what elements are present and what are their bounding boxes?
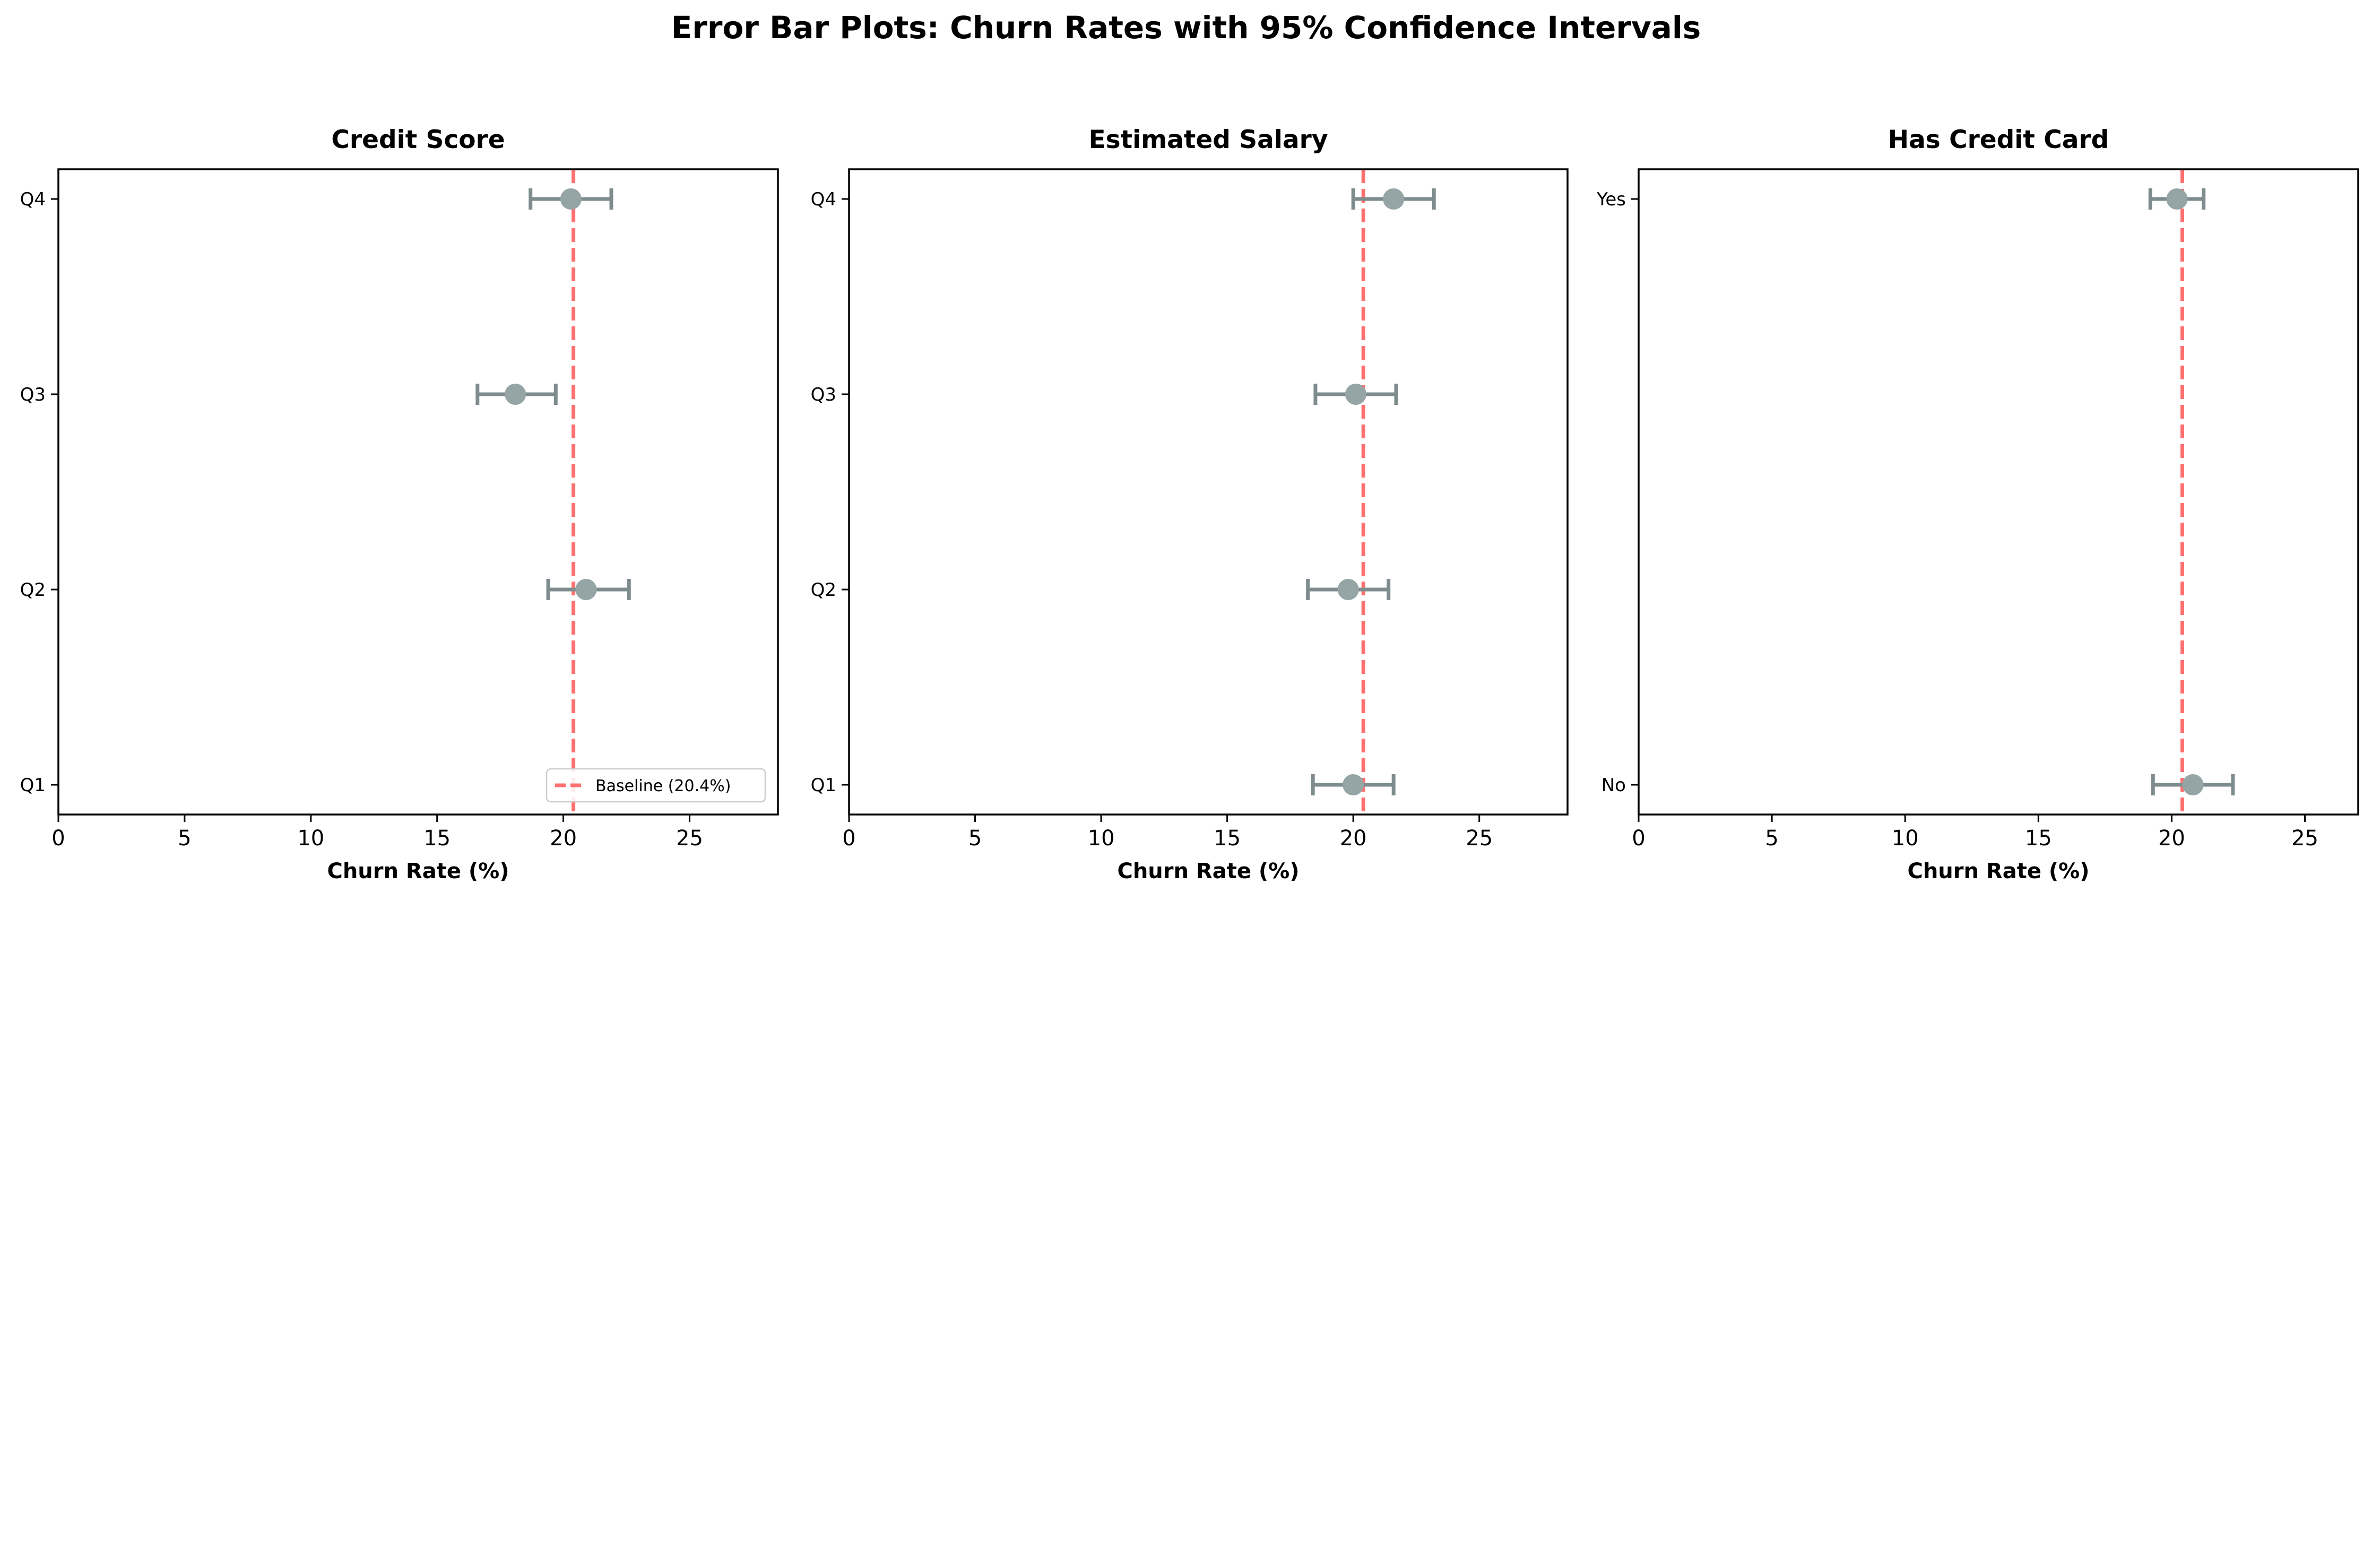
y-tick-label: Q1 [20,775,46,796]
data-point [1343,774,1364,795]
x-tick-label: 0 [51,826,65,851]
panel-1: Credit Score 0 5 10 15 20 25 Q1 Q2 Q3 Q4 Churn Rate… [20,125,779,883]
x-axis-label: Churn Rate (%) [1907,859,2089,883]
data-point [1345,384,1366,405]
data-point [575,579,597,600]
data-point [505,384,526,405]
x-tick-label: 15 [423,826,451,851]
data-point [560,188,582,210]
panels: Credit Score 0 5 10 15 20 25 Q1 Q2 Q3 Q4 Churn Rate… [20,125,2359,883]
x-tick-label: 0 [842,826,855,851]
x-tick-label: 5 [1765,826,1778,851]
y-tick-label: Q2 [811,579,836,601]
y-tick-label: Yes [1596,189,1626,210]
panel-title: Has Credit Card [1888,125,2109,154]
y-tick-label: Q1 [811,775,836,796]
y-tick-label: Q4 [20,189,46,210]
panel-title: Credit Score [331,125,505,154]
legend-label: Baseline (20.4%) [595,777,731,795]
x-tick-label: 5 [178,826,191,851]
x-tick-label: 25 [2291,826,2318,851]
y-tick-label: Q3 [20,384,46,405]
figure-title: Error Bar Plots: Churn Rates with 95% Co… [671,10,1701,46]
data-point [1337,579,1359,600]
x-tick-label: 5 [968,826,982,851]
x-tick-label: 20 [2158,826,2185,851]
x-tick-label: 20 [550,826,577,851]
data-point [2182,774,2204,795]
x-tick-label: 15 [1214,826,1241,851]
data-point [1383,188,1405,210]
axes-frame [848,168,1569,816]
y-tick-label: No [1601,775,1626,796]
legend: Baseline (20.4%) [546,768,766,803]
x-axis-label: Churn Rate (%) [327,859,509,883]
panel-title: Estimated Salary [1089,125,1328,154]
x-tick-label: 25 [1466,826,1493,851]
axes-frame [57,168,779,816]
x-tick-label: 0 [1632,826,1645,851]
x-axis-label: Churn Rate (%) [1117,859,1299,883]
panel-3: Has Credit Card 0 5 10 15 20 25 No Yes Churn Rate… [1596,125,2359,883]
x-tick-label: 10 [1892,826,1919,851]
axes-frame [1638,168,2359,816]
x-tick-label: 25 [676,826,703,851]
legend-box [546,768,766,803]
data-point [2166,188,2188,210]
panel-2: Estimated Salary 0 5 10 15 20 25 Q1 Q2 Q3 Q4 Churn … [811,125,1569,883]
y-tick-label: Q2 [20,579,46,601]
x-tick-label: 20 [1340,826,1367,851]
y-tick-label: Q3 [811,384,836,405]
x-tick-label: 10 [1088,826,1115,851]
x-tick-label: 15 [2025,826,2052,851]
y-tick-label: Q4 [811,189,836,210]
x-tick-label: 10 [297,826,324,851]
